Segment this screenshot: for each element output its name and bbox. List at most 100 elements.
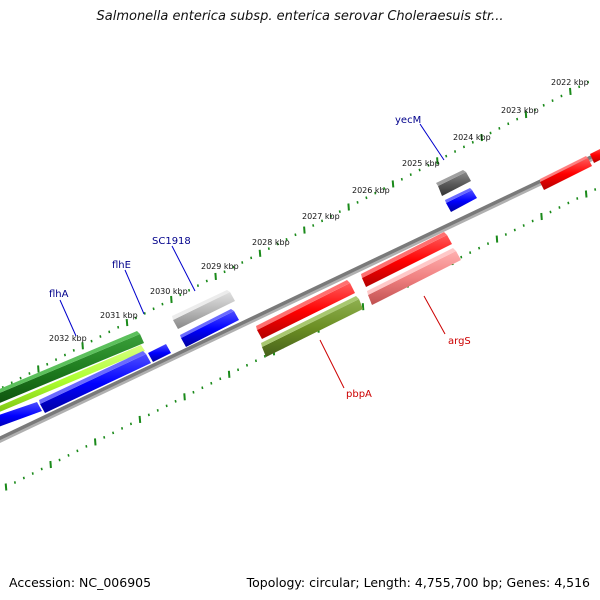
minor-tick xyxy=(312,224,315,227)
minor-tick xyxy=(156,409,159,412)
gene-arrow-blue[interactable] xyxy=(180,309,234,338)
minor-tick xyxy=(13,481,16,484)
minor-tick xyxy=(76,449,79,453)
gene-arrow-blue[interactable] xyxy=(446,190,477,212)
minor-tick xyxy=(165,404,168,408)
minor-tick xyxy=(560,94,563,98)
gene-label-pbpA[interactable]: pbpA xyxy=(346,389,372,400)
gene-arrow-olive[interactable] xyxy=(261,296,359,347)
major-tick xyxy=(94,438,97,446)
gene-arrow-gray[interactable] xyxy=(172,290,230,320)
minor-tick xyxy=(445,154,448,158)
major-tick xyxy=(436,157,439,165)
gene-arrow-blue[interactable] xyxy=(40,354,151,413)
minor-tick xyxy=(237,368,240,372)
gene-arrow-blue[interactable] xyxy=(445,188,472,203)
gene-arrow-lime[interactable] xyxy=(0,345,145,416)
leader-line-flhE xyxy=(124,269,145,315)
gene-arrow-blue[interactable] xyxy=(181,311,239,347)
minor-tick xyxy=(58,458,61,462)
minor-tick xyxy=(99,335,102,338)
minor-tick xyxy=(462,145,465,149)
leader-line-SC1918 xyxy=(171,245,196,292)
accession-text: Accession: NC_006905 xyxy=(9,575,152,590)
gene-arrow-red[interactable] xyxy=(256,280,350,330)
minor-tick xyxy=(507,122,510,126)
minor-tick xyxy=(196,284,199,287)
minor-tick xyxy=(129,422,132,426)
minor-tick xyxy=(152,307,155,311)
major-tick xyxy=(524,110,528,119)
minor-tick xyxy=(117,325,120,329)
gene-arrow-pink[interactable] xyxy=(368,251,461,305)
minor-tick xyxy=(549,210,552,214)
minor-tick xyxy=(427,164,430,167)
minor-tick xyxy=(504,233,507,236)
gene-label-SC1918[interactable]: SC1918 xyxy=(152,236,191,247)
minor-tick xyxy=(103,436,106,439)
minor-tick xyxy=(285,238,288,241)
minor-tick xyxy=(489,131,492,135)
minor-tick xyxy=(112,431,115,435)
minor-tick xyxy=(232,265,235,269)
minor-tick xyxy=(31,472,34,475)
minor-tick xyxy=(263,354,266,358)
minor-tick xyxy=(329,214,332,218)
minor-tick xyxy=(188,288,191,292)
gene-label-yecM[interactable]: yecM xyxy=(395,115,421,126)
kbp-label: 2025 kbp xyxy=(402,159,440,168)
minor-tick xyxy=(174,399,177,403)
major-tick xyxy=(347,203,350,211)
minor-tick xyxy=(28,372,31,375)
gene-arrow-red[interactable] xyxy=(540,158,592,190)
gene-arrow-darkgreen[interactable] xyxy=(0,331,140,397)
minor-tick xyxy=(85,445,88,448)
minor-tick xyxy=(576,197,579,200)
minor-tick xyxy=(338,210,341,213)
gene-arrow-blue[interactable] xyxy=(0,402,42,430)
minor-tick xyxy=(201,386,204,390)
kbp-label: 2031 kbp xyxy=(100,311,138,320)
minor-tick xyxy=(418,168,421,172)
gene-arrow-red[interactable] xyxy=(590,147,600,163)
kbp-label: 2023 kbp xyxy=(501,106,539,115)
minor-tick xyxy=(223,270,226,274)
gene-arrow-blue[interactable] xyxy=(148,344,171,362)
gene-arrow-red[interactable] xyxy=(362,235,452,287)
minor-tick xyxy=(594,188,597,191)
minor-tick xyxy=(219,377,222,381)
gene-label-argS[interactable]: argS xyxy=(448,336,471,347)
gene-arrow-olive[interactable] xyxy=(262,299,363,357)
minor-tick xyxy=(147,413,150,417)
gene-arrow-darkgray[interactable] xyxy=(438,172,471,196)
gene-arrow-red[interactable] xyxy=(257,283,355,339)
major-tick xyxy=(227,370,231,378)
minor-tick xyxy=(276,242,279,246)
gene-arrow-red[interactable] xyxy=(540,156,588,182)
gene-arrow-red[interactable] xyxy=(361,232,447,278)
outer-tick-track xyxy=(1,80,590,389)
major-tick xyxy=(183,393,186,401)
kbp-label: 2026 kbp xyxy=(352,186,390,195)
minor-tick xyxy=(267,247,270,250)
topology-summary: Topology: circular; Length: 4,755,700 bp… xyxy=(246,575,590,590)
minor-tick xyxy=(471,140,474,144)
gene-arrow-pink[interactable] xyxy=(367,248,456,295)
gene-arrow-blue[interactable] xyxy=(39,351,146,404)
minor-tick xyxy=(469,251,472,254)
minor-tick xyxy=(454,150,457,153)
minor-tick xyxy=(498,127,501,130)
kbp-label: 2029 kbp xyxy=(201,262,239,271)
gene-label-flhE[interactable]: flhE xyxy=(112,260,131,271)
minor-tick xyxy=(90,339,93,343)
major-tick xyxy=(138,415,142,423)
gene-arrow-gray[interactable] xyxy=(173,292,235,329)
gene-label-flhA[interactable]: flhA xyxy=(49,289,69,300)
major-tick xyxy=(170,295,173,304)
minor-tick xyxy=(10,381,13,385)
gene-arrow-darkgreen[interactable] xyxy=(0,334,144,407)
gene-arrow-darkgray[interactable] xyxy=(436,170,466,186)
kbp-label: 2030 kbp xyxy=(150,287,188,296)
kbp-label: 2028 kbp xyxy=(252,238,290,247)
